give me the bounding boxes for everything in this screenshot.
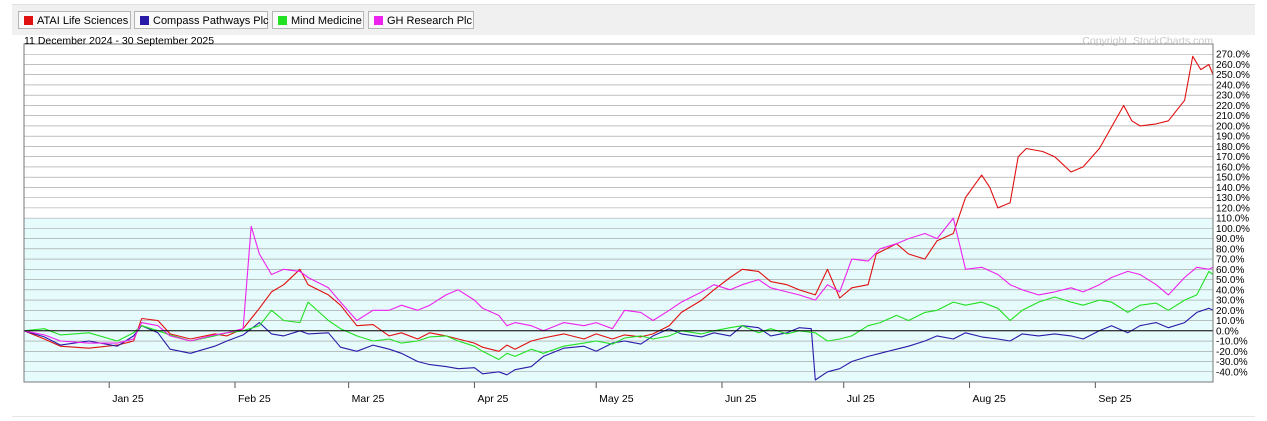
y-tick-label: 80.0% — [1216, 244, 1244, 255]
series-line-compass-pathways-plc — [23, 307, 1214, 381]
y-tick-label: -40.0% — [1216, 367, 1248, 378]
y-tick-label: 90.0% — [1216, 234, 1244, 245]
y-tick-label: 210.0% — [1216, 111, 1250, 122]
y-tick-label: 60.0% — [1216, 265, 1244, 276]
y-tick-label: 140.0% — [1216, 183, 1250, 194]
x-tick-label: May 25 — [599, 393, 634, 405]
y-tick-label: 30.0% — [1216, 296, 1244, 307]
bottom-divider — [12, 416, 1255, 417]
legend-item-gh-research[interactable]: GH Research Plc — [368, 11, 474, 29]
x-tick-label: Mar 25 — [352, 393, 385, 405]
legend-swatch-mind-medicine — [278, 16, 287, 25]
date-range-label: 11 December 2024 - 30 September 2025 — [24, 35, 214, 47]
series-line-mind-medicine — [23, 270, 1214, 361]
grid-lines — [24, 53, 1213, 373]
y-tick-label: 110.0% — [1216, 214, 1249, 225]
y-tick-label: 120.0% — [1216, 203, 1250, 214]
x-axis-labels: Jan 25 Feb 25 Mar 25 Apr 25 May 25 Jun 25 Jul … — [112, 393, 1132, 405]
y-tick-label: 250.0% — [1216, 70, 1250, 81]
x-tick-label: Aug 25 — [973, 393, 1006, 405]
x-tick-label: Jul 25 — [847, 393, 875, 405]
y-tick-label: 190.0% — [1216, 132, 1250, 143]
series-line-atai-life-sciences — [23, 55, 1214, 352]
x-tick-label: Jun 25 — [725, 393, 757, 405]
y-tick-label: 50.0% — [1216, 275, 1244, 286]
legend-swatch-atai — [24, 16, 33, 25]
y-tick-label: 100.0% — [1216, 224, 1250, 235]
y-tick-label: 150.0% — [1216, 173, 1250, 184]
y-tick-label: 180.0% — [1216, 142, 1250, 153]
copyright-label: Copyright, StockCharts.com — [1082, 35, 1213, 47]
y-tick-label: 170.0% — [1216, 152, 1250, 163]
legend-item-atai[interactable]: ATAI Life Sciences — [18, 11, 131, 29]
x-tick-label: Feb 25 — [238, 393, 271, 405]
y-tick-label: 70.0% — [1216, 255, 1244, 266]
legend-item-mind-medicine[interactable]: Mind Medicine — [272, 11, 364, 29]
y-tick-label: 130.0% — [1216, 193, 1250, 204]
y-tick-label: 0.0% — [1216, 326, 1239, 337]
legend-label-atai: ATAI Life Sciences — [37, 15, 129, 27]
y-tick-label: 270.0% — [1216, 50, 1250, 61]
x-tick-label: Sep 25 — [1098, 393, 1131, 405]
y-axis-labels: 270.0%260.0%250.0%240.0%230.0%220.0%210.… — [1216, 50, 1250, 379]
y-tick-label: 200.0% — [1216, 121, 1250, 132]
legend-swatch-gh-research — [374, 16, 383, 25]
y-tick-label: 40.0% — [1216, 285, 1244, 296]
y-tick-label: 240.0% — [1216, 80, 1250, 91]
legend-bar: ATAI Life Sciences Compass Pathways Plc … — [12, 4, 1255, 35]
y-tick-label: -10.0% — [1216, 337, 1248, 348]
legend-label-mind-medicine: Mind Medicine — [291, 15, 362, 27]
legend-label-compass: Compass Pathways Plc — [153, 15, 269, 27]
y-tick-label: 20.0% — [1216, 306, 1244, 317]
legend-label-gh-research: GH Research Plc — [387, 15, 472, 27]
x-tick-label: Jan 25 — [112, 393, 144, 405]
series-line-gh-research-plc — [23, 217, 1214, 344]
legend-item-compass[interactable]: Compass Pathways Plc — [134, 11, 269, 29]
x-tick-label: Apr 25 — [477, 393, 508, 405]
y-tick-label: 260.0% — [1216, 60, 1250, 71]
y-tick-label: 220.0% — [1216, 101, 1250, 112]
series-lines — [23, 55, 1214, 381]
y-tick-label: 10.0% — [1216, 316, 1244, 327]
plot-border — [23, 43, 1214, 383]
y-tick-label: 160.0% — [1216, 162, 1250, 173]
y-tick-label: -30.0% — [1216, 357, 1248, 368]
legend-swatch-compass — [140, 16, 149, 25]
y-tick-label: -20.0% — [1216, 347, 1248, 358]
y-tick-label: 230.0% — [1216, 91, 1250, 102]
x-axis-ticks — [108, 382, 1096, 388]
